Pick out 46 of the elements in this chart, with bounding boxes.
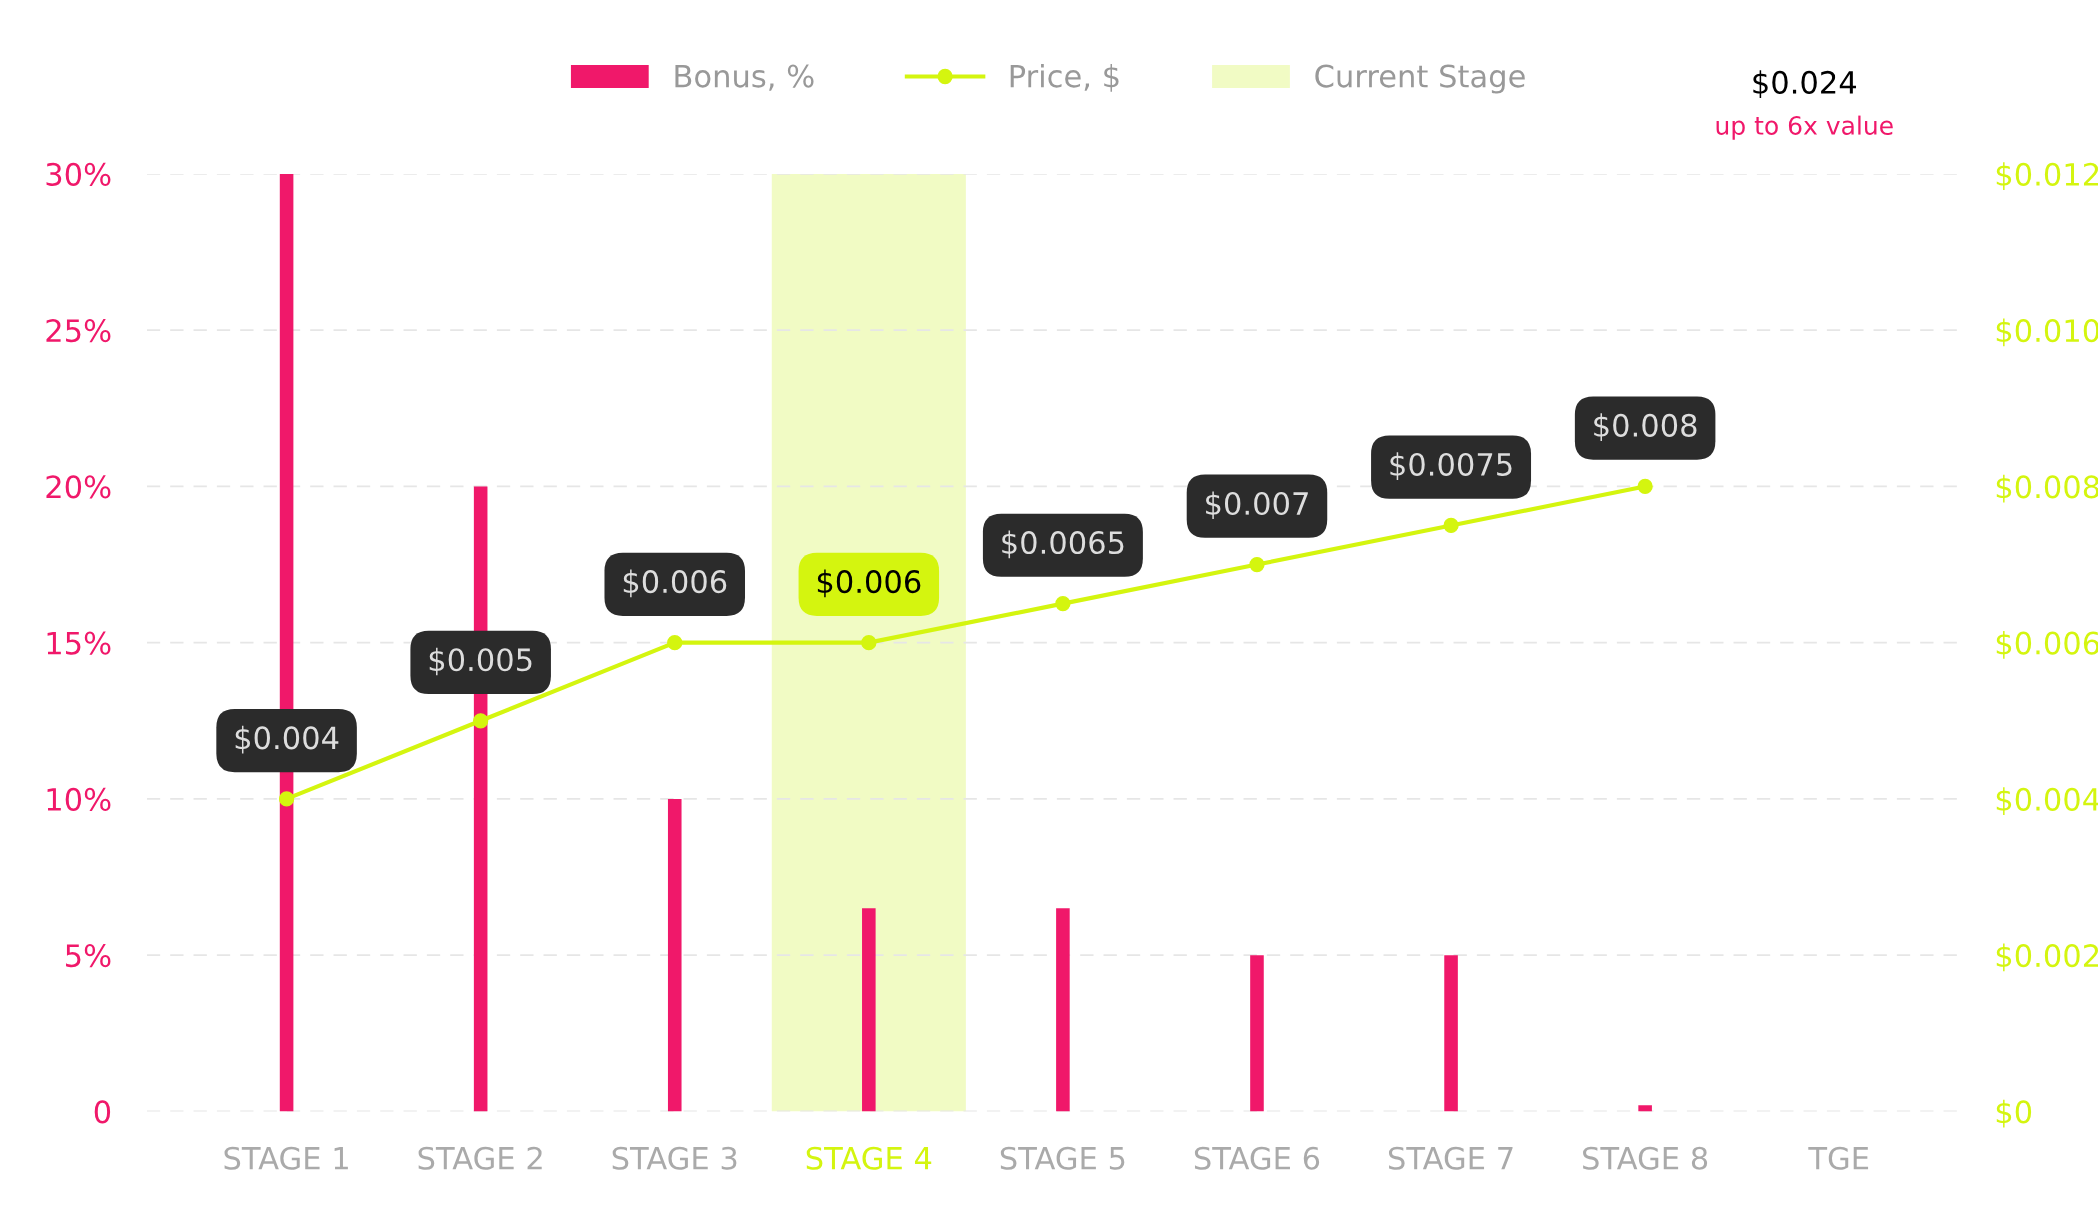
y-tick-label: 30% [46,162,111,186]
point [1637,478,1653,495]
y-tick-label: 20% [46,475,111,499]
x-tick-label: STAGE 3 [612,1146,737,1170]
text: up to 6x value [1716,115,1893,140]
data-label: $0.006 [623,569,727,598]
y-tick-label: 10% [47,787,111,811]
bar [1056,908,1070,1112]
x-tick-label: STAGE 2 [418,1146,542,1170]
x-tick-label: STAGE 7 [1388,1146,1513,1170]
point [667,635,683,651]
y-tick-label: 15% [47,631,111,655]
legend-label: Price, $ [1010,63,1119,92]
data-label: $0.004 [235,725,339,754]
x-tick-label: STAGE 8 [1583,1146,1708,1170]
y-tick-label: 5% [66,944,111,968]
bar [1250,955,1264,1112]
x-tick-label: STAGE 4 [806,1146,932,1170]
data-label: $0.005 [429,647,532,676]
point [1055,595,1071,612]
x-tick-label: STAGE 5 [1000,1146,1125,1170]
y-tick-label: 0 [94,1100,111,1124]
y2-tick-label: $0 [1996,1099,2032,1128]
x-tick-label: STAGE 1 [224,1146,348,1170]
legend-label: Current Stage [1315,64,1525,94]
bar [862,908,876,1112]
bar [667,798,682,1112]
legend-label: Bonus, % [675,64,814,91]
text: $0.024 [1753,70,1857,99]
bar [1444,955,1458,1112]
point [1443,517,1459,534]
point [1249,556,1265,573]
bar [1638,1105,1652,1112]
y2-tick-label: $0.002 [1996,943,2098,972]
point [861,635,877,651]
y-tick-label: 25% [46,319,111,343]
x-tick-label: STAGE 6 [1194,1146,1320,1170]
point [473,713,489,729]
data-label: $0.0075 [1390,452,1512,481]
data-label: $0.0065 [1002,530,1124,559]
point [278,791,295,807]
y2-tick-label: $0.012 [1996,162,2098,190]
x-tick-label: TGE [1808,1146,1869,1170]
data-label: $0.008 [1594,413,1697,441]
data-label: $0.006 [817,569,921,598]
data-label: $0.007 [1206,491,1308,520]
